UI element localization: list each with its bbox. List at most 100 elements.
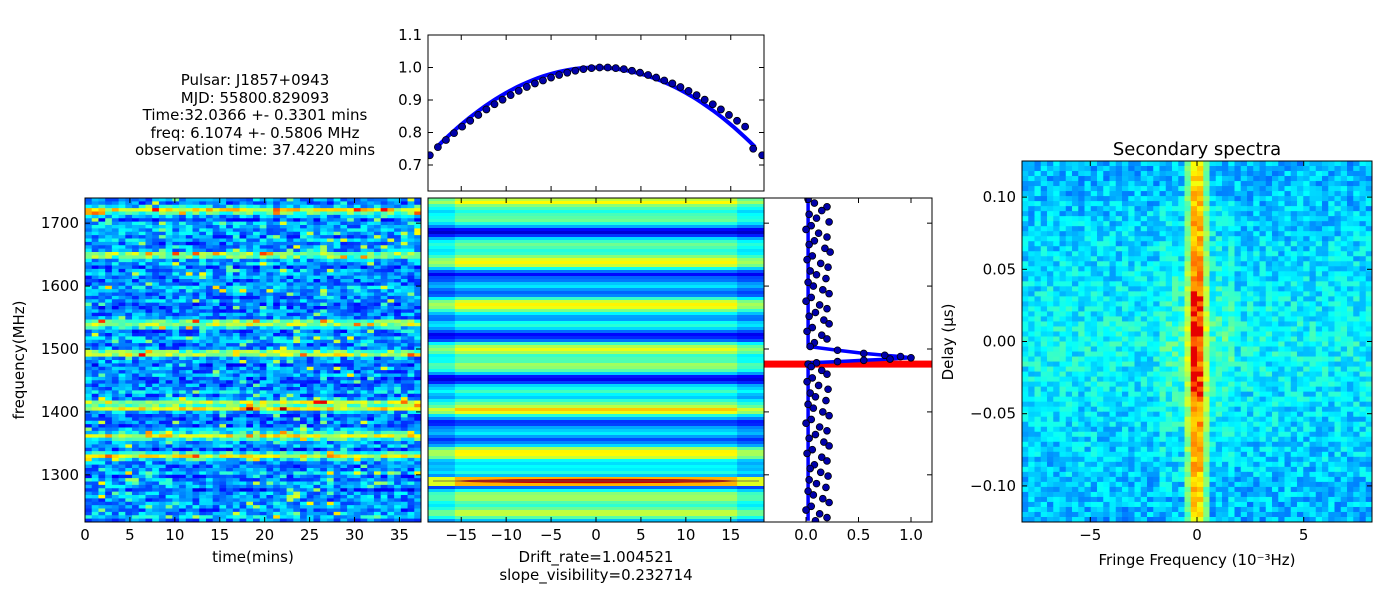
dynamic-spectrum-cell bbox=[132, 417, 140, 422]
dynamic-spectrum-cell bbox=[320, 420, 328, 425]
dynamic-spectrum-cell bbox=[91, 339, 100, 344]
dynamic-spectrum-cell bbox=[266, 228, 274, 233]
dynamic-spectrum-cell bbox=[246, 312, 254, 317]
dynamic-spectrum-cell bbox=[360, 343, 368, 348]
dynamic-spectrum-cell bbox=[219, 198, 227, 202]
dynamic-spectrum-cell bbox=[279, 498, 288, 503]
dynamic-spectrum-cell bbox=[172, 451, 180, 456]
dynamic-spectrum-cell bbox=[246, 268, 254, 273]
dynamic-spectrum-cell bbox=[165, 225, 173, 229]
dynamic-spectrum-cell bbox=[293, 211, 301, 216]
dynamic-spectrum-cell bbox=[212, 495, 220, 499]
autocorrelation-row-edge-right bbox=[737, 255, 764, 259]
dynamic-spectrum-cell bbox=[158, 329, 167, 334]
time-profile-point bbox=[636, 68, 644, 77]
dynamic-spectrum-cell bbox=[333, 326, 341, 331]
dynamic-spectrum-cell bbox=[199, 495, 207, 499]
dynamic-spectrum-cell bbox=[253, 346, 261, 351]
autocorrelation-panel: −15 −10 −5 0 5 10 15 Drift_rate=1.004521 slope… bbox=[427, 197, 765, 585]
dynamic-spectrum-cell bbox=[273, 225, 281, 229]
dynamic-spectrum-cell bbox=[138, 252, 147, 256]
dynamic-spectrum-cell bbox=[172, 245, 180, 250]
dynamic-spectrum-cell bbox=[145, 478, 153, 483]
dynamic-spectrum-cell bbox=[266, 451, 274, 456]
dynamic-spectrum-cell bbox=[333, 218, 341, 223]
dynamic-spectrum-cell bbox=[300, 484, 308, 489]
dynamic-spectrum-cell bbox=[326, 353, 335, 358]
dynamic-spectrum-cell bbox=[226, 329, 234, 334]
dynamic-spectrum-cell bbox=[373, 201, 382, 206]
dynamic-spectrum-cell bbox=[253, 434, 261, 439]
dynamic-spectrum-cell bbox=[300, 495, 308, 499]
dynamic-spectrum-cell bbox=[91, 451, 100, 456]
dynamic-spectrum-cell bbox=[253, 498, 261, 503]
dynamic-spectrum-cell bbox=[185, 498, 194, 503]
dynamic-spectrum-cell bbox=[111, 235, 120, 240]
dynamic-spectrum-cell bbox=[333, 285, 341, 290]
dynamic-spectrum-cell bbox=[132, 441, 140, 445]
dynamic-spectrum-cell bbox=[253, 360, 261, 364]
dynamic-spectrum-cell bbox=[179, 346, 187, 351]
dynamic-spectrum-cell bbox=[219, 400, 227, 405]
dynamic-spectrum-cell bbox=[132, 424, 140, 429]
dynamic-spectrum-cell bbox=[306, 518, 315, 522]
dynamic-spectrum-cell bbox=[118, 316, 126, 321]
dynamic-spectrum-cell bbox=[300, 478, 308, 483]
dynamic-spectrum-cell bbox=[387, 471, 395, 476]
dynamic-spectrum-cell bbox=[347, 316, 355, 321]
dynamic-spectrum-cell bbox=[373, 370, 382, 375]
dynamic-spectrum-cell bbox=[179, 454, 187, 459]
dynamic-spectrum-cell bbox=[253, 511, 261, 516]
dynamic-spectrum-cell bbox=[125, 427, 133, 432]
dynamic-spectrum-cell bbox=[212, 258, 220, 263]
dynamic-spectrum-cell bbox=[293, 360, 301, 364]
dynamic-spectrum-cell bbox=[373, 434, 382, 439]
dynamic-spectrum-cell bbox=[293, 214, 301, 219]
dynamic-spectrum-cell bbox=[293, 363, 301, 368]
dynamic-spectrum-cell bbox=[138, 468, 147, 472]
dynamic-spectrum-cell bbox=[306, 336, 315, 341]
dynamic-spectrum-cell bbox=[333, 214, 341, 219]
dynamic-spectrum-cell bbox=[98, 373, 106, 378]
dynamic-spectrum-cell bbox=[340, 272, 348, 277]
time-profile-point bbox=[725, 111, 733, 119]
dynamic-spectrum-cell bbox=[98, 390, 106, 395]
dynamic-spectrum-cell bbox=[111, 268, 120, 273]
dynamic-spectrum-cell bbox=[340, 400, 348, 405]
dynamic-spectrum-cell bbox=[400, 370, 409, 375]
dynamic-spectrum-cell bbox=[266, 255, 274, 260]
dynamic-spectrum-cell bbox=[253, 265, 261, 270]
dynamic-spectrum-cell bbox=[85, 464, 93, 469]
dynamic-spectrum-cell bbox=[111, 414, 120, 418]
dynamic-spectrum-cell bbox=[259, 437, 268, 442]
dynamic-spectrum-cell bbox=[246, 285, 254, 290]
dynamic-spectrum-cell bbox=[306, 241, 315, 246]
dynamic-spectrum-cell bbox=[340, 252, 348, 256]
dynamic-spectrum-cell bbox=[380, 511, 388, 516]
dynamic-spectrum-cell bbox=[158, 397, 167, 402]
dynamic-spectrum-cell bbox=[239, 414, 247, 418]
dynamic-spectrum-cell bbox=[400, 511, 409, 516]
dynamic-spectrum-cell bbox=[226, 420, 234, 425]
dynamic-spectrum-cell bbox=[259, 221, 268, 226]
dynamic-spectrum-cell bbox=[132, 353, 140, 358]
dynamic-spectrum-cell bbox=[232, 481, 241, 486]
dynamic-spectrum-cell bbox=[205, 356, 214, 361]
dynamic-spectrum-cell bbox=[179, 198, 187, 202]
dynamic-spectrum-cell bbox=[407, 238, 415, 243]
dynamic-spectrum-cell bbox=[199, 515, 207, 520]
dynamic-spectrum-cell bbox=[313, 454, 321, 459]
dynamic-spectrum-cell bbox=[91, 198, 100, 202]
dynamic-spectrum-cell bbox=[179, 228, 187, 233]
dynamic-spectrum-cell bbox=[125, 478, 133, 483]
dynamic-spectrum-cell bbox=[266, 208, 274, 213]
dynamic-spectrum-cell bbox=[387, 407, 395, 412]
dynamic-spectrum-cell bbox=[226, 306, 234, 310]
dynamic-spectrum-cell bbox=[226, 289, 234, 294]
dynamic-spectrum-cell bbox=[152, 457, 160, 462]
dynamic-spectrum-cell bbox=[179, 309, 187, 314]
dynamic-spectrum-cell bbox=[266, 464, 274, 469]
dynamic-spectrum-cell bbox=[91, 228, 100, 233]
dynamic-spectrum-cell bbox=[367, 410, 375, 415]
dynamic-spectrum-cell bbox=[300, 474, 308, 479]
